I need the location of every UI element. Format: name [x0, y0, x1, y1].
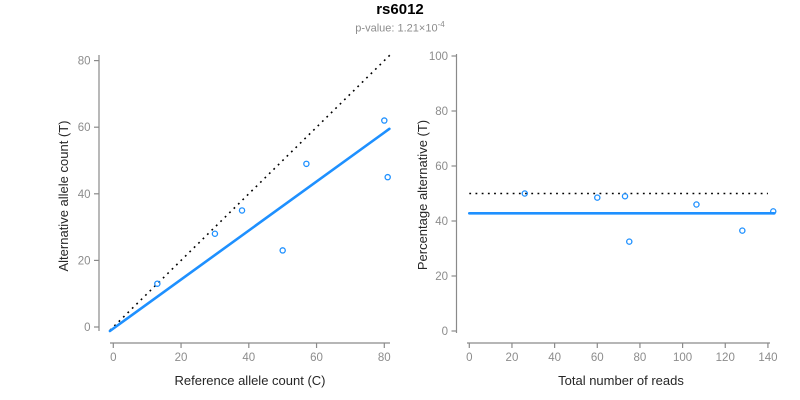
x-tick-label: 120	[716, 352, 735, 364]
y-tick-label: 0	[84, 322, 90, 334]
data-point	[739, 227, 746, 234]
y-tick-label: 80	[78, 56, 91, 68]
data-point	[211, 230, 219, 238]
p-value-text: p-value: 1.21×10	[355, 22, 438, 35]
data-point	[621, 192, 629, 200]
data-point	[521, 190, 529, 197]
fit-line	[108, 127, 391, 333]
x-axis-title: Total number of reads	[558, 373, 684, 388]
x-tick-label: 0	[466, 352, 472, 364]
data-point	[381, 117, 388, 124]
y-tick-label: 40	[435, 216, 448, 228]
panel-left: 0 20 40 60 80 0 20 40 60 80 Reference allele count…	[56, 53, 392, 388]
y-tick-label: 60	[78, 122, 91, 134]
data-point	[279, 247, 286, 254]
figure-subtitle: p-value: 1.21×10-4	[0, 18, 800, 36]
data-point	[594, 194, 601, 201]
x-tick-label: 0	[110, 352, 116, 364]
data-point	[154, 280, 161, 287]
data-point	[626, 238, 633, 245]
x-axis-title: Reference allele count (C)	[174, 373, 325, 388]
p-value-exponent: -4	[437, 20, 445, 29]
y-axis-title: Alternative allele count (T)	[56, 120, 71, 271]
y-tick-label: 60	[435, 161, 448, 173]
x-tick-label: 80	[634, 352, 647, 364]
y-axis-title: Percentage alternative (T)	[415, 120, 430, 270]
x-tick-label: 60	[310, 352, 323, 364]
data-point	[693, 201, 700, 208]
x-tick-label: 80	[378, 352, 391, 364]
data-point	[238, 207, 246, 214]
y-tick-label: 0	[442, 326, 448, 338]
x-tick-label: 20	[175, 352, 188, 364]
data-point	[384, 173, 391, 181]
data-point	[770, 208, 777, 215]
y-tick-label: 80	[435, 106, 448, 118]
y-tick-label: 100	[429, 51, 448, 63]
x-tick-label: 140	[758, 352, 777, 364]
y-tick-label: 20	[78, 255, 91, 267]
x-tick-label: 20	[506, 352, 519, 364]
x-tick-label: 100	[673, 352, 692, 364]
y-tick-label: 20	[435, 271, 448, 283]
x-tick-label: 60	[591, 352, 604, 364]
panel-right: 0 20 40 60 80 100 120 140 0 20 40 60 80 100 Total numb…	[415, 51, 778, 388]
y-tick-label: 40	[78, 189, 91, 201]
identity-line	[109, 53, 392, 331]
x-tick-label: 40	[242, 352, 255, 364]
figure-title: rs6012	[376, 1, 424, 18]
x-tick-label: 40	[548, 352, 561, 364]
data-point	[303, 160, 310, 168]
